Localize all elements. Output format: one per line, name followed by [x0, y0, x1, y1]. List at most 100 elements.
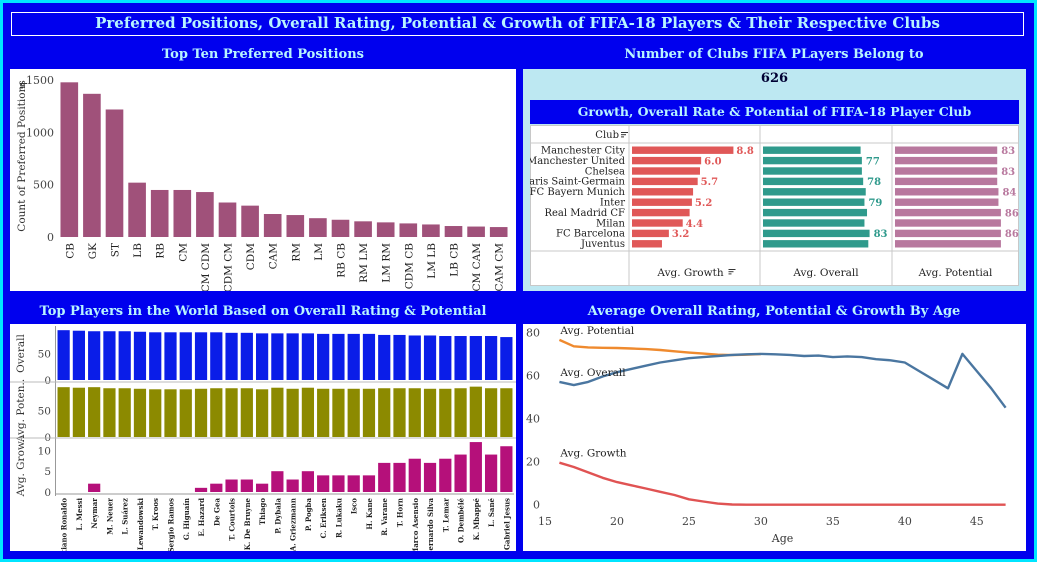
potential-bar: [895, 177, 998, 186]
x-tick-label: ST: [110, 243, 122, 257]
potential-value-label: 86: [1005, 229, 1019, 240]
y-axis-label: Count of Preferred Positions: [16, 80, 28, 231]
x-axis-label: Age: [771, 532, 794, 545]
overall-value-label: 79: [868, 198, 882, 209]
growth-bar: [632, 219, 683, 227]
sort-icon: [621, 132, 628, 138]
potential-bar: [895, 240, 1001, 248]
potential-value-label: 83: [1001, 146, 1015, 157]
band-label: Avg. Grow..: [15, 436, 27, 498]
overall-bar: [763, 146, 861, 154]
x-tick-label: CB: [64, 243, 76, 259]
player-label: M. Neuer: [105, 498, 114, 535]
growth-bar: [632, 146, 734, 154]
potential-bar: [895, 229, 1001, 238]
player-bar: [378, 388, 391, 437]
club-chart-title: Growth, Overall Rate & Potential of FIFA…: [577, 104, 972, 119]
overall-bar: [763, 198, 865, 206]
y-tick-label: 0: [44, 375, 51, 387]
bar-cdm-cm: [218, 202, 237, 237]
player-bar: [301, 333, 315, 380]
player-bar: [271, 333, 284, 380]
player-bar: [286, 333, 299, 380]
y-tick-label: 50: [38, 349, 51, 361]
potential-bar: [895, 167, 998, 175]
x-tick-label: LB: [132, 243, 144, 258]
player-bar: [210, 332, 223, 380]
player-bar: [194, 487, 208, 492]
player-bar: [484, 336, 498, 380]
player-bar: [72, 330, 86, 380]
player-label: L. Sané: [487, 497, 496, 526]
bar-cm-cdm: [196, 192, 214, 237]
y-tick-label: 80: [526, 326, 540, 339]
bar-cm: [173, 189, 192, 237]
player-label: Isco: [350, 498, 359, 514]
player-bar: [271, 471, 284, 492]
title-bar: [11, 12, 1024, 36]
clubs-count-title: Number of Clubs FIFA PLayers Belong to: [624, 47, 924, 62]
y-tick-label: 1500: [26, 74, 54, 87]
growth-value-label: 3.2: [672, 229, 689, 240]
x-tick-label: CDM CB: [403, 243, 415, 290]
x-tick-label: RB: [155, 243, 167, 259]
bar-gk: [83, 93, 101, 238]
bar-rb: [150, 189, 169, 237]
player-bar: [408, 335, 421, 380]
x-tick-label: RM LM: [358, 243, 370, 283]
player-bar: [469, 336, 482, 380]
y-tick-label: 0: [47, 231, 54, 244]
player-bar: [88, 483, 101, 492]
player-bar: [164, 332, 177, 380]
club-chart-area: Club Avg. Growth Avg. Overall Avg. Potentia…: [523, 125, 1019, 286]
overall-bar: [763, 167, 862, 175]
player-bar: [240, 479, 253, 492]
player-bar: [271, 387, 284, 437]
potential-bar: [895, 198, 999, 206]
bar-lb-cb: [444, 226, 463, 237]
player-label: Neymar: [90, 498, 99, 529]
club-chart: Club Avg. Growth Avg. Overall Avg. Potentia…: [523, 125, 1019, 286]
x-tick-label: 20: [610, 515, 624, 528]
growth-value-label: 6.0: [704, 156, 721, 167]
growth-value-label: 5.2: [695, 198, 712, 209]
player-bar: [57, 330, 70, 380]
y-tick-label: 500: [33, 179, 54, 192]
player-bar: [118, 331, 131, 380]
x-tick-label: RM: [290, 243, 302, 262]
player-bar: [255, 389, 269, 437]
club-label: Milan: [596, 218, 626, 229]
x-tick-label: 30: [754, 515, 768, 528]
player-bar: [347, 388, 360, 437]
growth-bar: [632, 167, 700, 175]
x-tick-label: GK: [87, 243, 99, 259]
player-bar: [179, 332, 192, 380]
player-bar: [393, 334, 406, 380]
player-label: Thiago: [258, 498, 267, 525]
player-bar: [88, 387, 101, 437]
growth-bar: [632, 208, 690, 217]
player-label: Sergio Ramos: [167, 498, 176, 551]
age-chart: 0 20 40 60 80 15 20 25 30 35 40 45 Age Avg. Potential…: [526, 325, 1007, 545]
series-label: Avg. Growth: [559, 448, 626, 460]
player-bar: [255, 333, 269, 380]
player-bar: [225, 332, 238, 380]
player-bar: [362, 475, 376, 492]
player-bar: [88, 331, 101, 380]
player-bar: [423, 462, 437, 492]
player-bar: [469, 442, 482, 492]
positions-chart-panel: 0 500 1000 1500 Count of Preferred Positions…: [10, 69, 516, 292]
player-label: Marco Asensio: [411, 498, 420, 551]
player-label: G. Higuaín: [182, 498, 191, 540]
bar-lm-lb: [422, 224, 440, 237]
player-bar: [301, 471, 315, 492]
x-tick-label: 15: [538, 515, 552, 528]
player-bar: [500, 446, 513, 492]
x-tick-label: CM CAM: [471, 243, 483, 291]
overall-value-label: 83: [874, 229, 888, 240]
player-bar: [500, 388, 513, 437]
player-bar: [194, 388, 208, 437]
player-bar: [393, 462, 406, 492]
growth-bar: [632, 177, 698, 186]
player-bar: [439, 388, 452, 437]
